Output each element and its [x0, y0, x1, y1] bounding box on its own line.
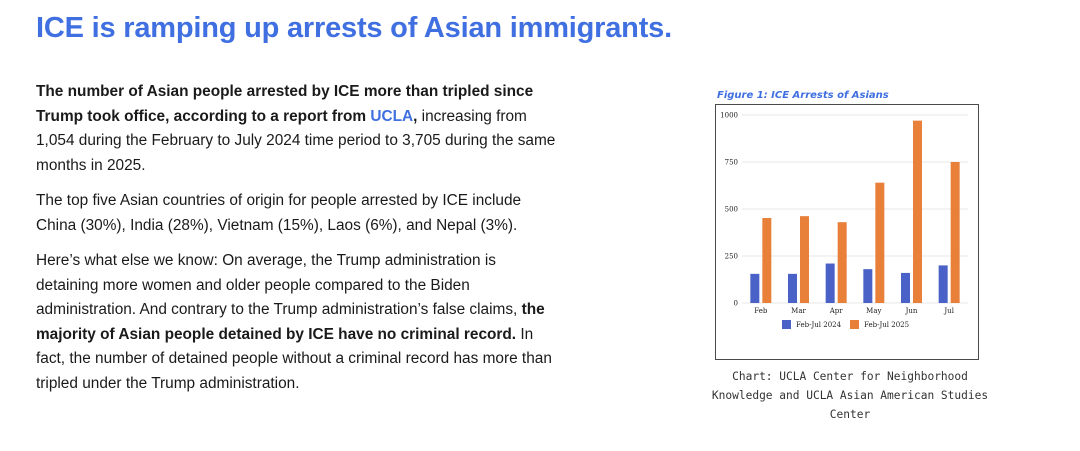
chart-caption: Chart: UCLA Center for Neighborhood Know… — [711, 370, 989, 421]
bar-2025 — [875, 182, 885, 303]
legend-swatch — [850, 320, 859, 329]
paragraph-3-bold: the majority of Asian people detained by… — [36, 301, 545, 343]
headline: ICE is ramping up arrests of Asian immig… — [36, 12, 672, 44]
x-tick-label: Mar — [791, 307, 806, 315]
legend-swatch — [782, 320, 791, 329]
chart-title: Figure 1: ICE Arrests of Asians — [717, 90, 889, 101]
x-tick-label: Feb — [754, 307, 768, 315]
ucla-report-link[interactable]: UCLA — [370, 107, 414, 125]
chart-figure: Figure 1: ICE Arrests of Asians 0 250 500 7… — [715, 90, 979, 360]
paragraph-1-bold-text: The number of Asian people arrested by I… — [36, 83, 534, 125]
bar-2025 — [837, 222, 847, 303]
paragraph-1-bold-comma: , — [413, 107, 418, 125]
paragraph-1-rest: increasing from 1,054 during the Februar… — [36, 107, 556, 174]
x-tick-label: May — [866, 307, 881, 315]
legend-label: Feb-Jul 2025 — [864, 321, 909, 329]
bar-chart: 0 250 500 750 1000 Feb Mar Apr May Jun Jul Feb-Jul … — [720, 112, 968, 329]
paragraph-3-text-a: Here’s what else we know: On average, th… — [36, 252, 522, 318]
bar-2024 — [863, 269, 873, 303]
chart-box: 0 250 500 750 1000 Feb Mar Apr May Jun Jul Feb-Jul … — [715, 104, 979, 360]
bar-2024 — [901, 272, 910, 303]
paragraph-2: The top five Asian countries of origin f… — [36, 192, 522, 234]
article-body: The number of Asian people arrested by I… — [36, 80, 556, 407]
bar-2025 — [950, 162, 960, 303]
y-tick-label: 1000 — [720, 112, 738, 120]
bar-2025 — [800, 216, 809, 303]
bar-2024 — [788, 273, 797, 303]
paragraph-1: The number of Asian people arrested by I… — [36, 80, 556, 178]
bar-2024 — [825, 263, 835, 303]
bar-2024 — [938, 265, 948, 303]
bar-2024 — [750, 273, 760, 303]
bar-2025 — [762, 218, 772, 303]
x-tick-label: Jun — [905, 307, 918, 315]
y-tick-label: 750 — [725, 159, 738, 167]
y-tick-label: 250 — [725, 253, 738, 261]
x-tick-label: Apr — [829, 307, 844, 315]
y-tick-label: 0 — [734, 300, 738, 308]
x-tick-label: Jul — [943, 307, 954, 315]
bar-2025 — [913, 120, 922, 303]
paragraph-3: Here’s what else we know: On average, th… — [36, 249, 556, 396]
legend-label: Feb-Jul 2024 — [796, 321, 842, 329]
paragraph-1-bold: The number of Asian people arrested by I… — [36, 83, 533, 125]
paragraph-3-text-b: In fact, the number of detained people w… — [36, 325, 552, 392]
y-tick-label: 500 — [725, 206, 738, 214]
